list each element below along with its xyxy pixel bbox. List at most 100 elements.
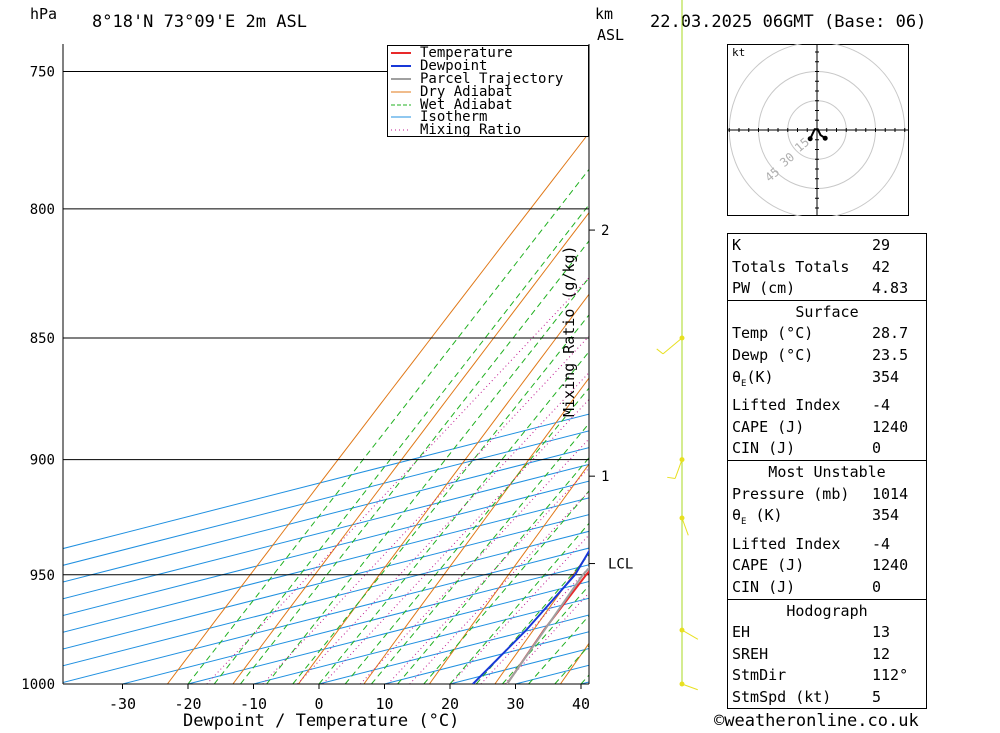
- most-unstable-box: Most Unstable Pressure (mb) 1014 θE (K) 35…: [727, 459, 927, 600]
- k-label: K: [732, 236, 742, 254]
- legend-label: Wet Adiabat: [420, 96, 513, 113]
- eh-value: 13: [872, 623, 891, 642]
- datetime-title: 22.03.2025 06GMT (Base: 06): [650, 12, 927, 32]
- legend-swatch: [391, 116, 411, 118]
- legend-swatch: [391, 65, 411, 68]
- legend-label: Dewpoint: [420, 58, 488, 75]
- x-axis-title: Dewpoint / Temperature (°C): [183, 711, 460, 731]
- wind-barb: [662, 337, 683, 355]
- sreh-label: SREH: [732, 644, 769, 663]
- surface-li-label: Lifted Index: [732, 396, 841, 415]
- wet-adiabat-line: [187, 168, 589, 684]
- surface-temp-label: Temp (°C): [732, 324, 814, 343]
- dry-adiabat-line: [363, 377, 589, 684]
- km-unit-label: km: [595, 5, 614, 23]
- legend-item: Parcel Trajectory: [390, 70, 588, 87]
- temp-tick-label: 20: [441, 695, 459, 713]
- legend-swatch: [391, 77, 411, 80]
- most-unstable-title: Most Unstable: [768, 462, 886, 481]
- temp-tick-label: 30: [506, 695, 524, 713]
- wet-adiabat-line: [213, 203, 589, 684]
- legend-swatch: [391, 129, 411, 131]
- mu-cape-value: 1240: [872, 556, 909, 575]
- surface-box: Surface Temp (°C) 28.7 Dewp (°C) 23.5 θE(K…: [727, 299, 927, 461]
- surface-cin-value: 0: [872, 439, 882, 458]
- legend-item: Isotherm: [390, 110, 588, 124]
- isotherm-line: [63, 463, 589, 600]
- surface-title: Surface: [795, 302, 859, 321]
- temp-tick-label: -30: [109, 695, 136, 713]
- wind-barb: [681, 683, 698, 691]
- stmspd-value: 5: [872, 687, 882, 706]
- hodograph-stats-box: Hodograph EH 13 SREH 12 StmDir 112° StmSpd …: [727, 598, 927, 710]
- wind-barb-flag: [656, 348, 664, 355]
- isotherm-line: [63, 514, 589, 650]
- hodograph-trace: [809, 128, 826, 140]
- mu-pressure-label: Pressure (mb): [732, 484, 850, 503]
- surface-dewp-value: 23.5: [872, 345, 909, 364]
- legend-swatch: [391, 104, 411, 106]
- temp-tick-label: -20: [174, 695, 201, 713]
- legend-swatch: [391, 91, 411, 93]
- pw-label: PW (cm): [732, 279, 796, 298]
- mu-li-label: Lifted Index: [732, 534, 841, 553]
- pressure-tick-label: 1000: [21, 677, 55, 693]
- surface-theta-value: 354: [872, 367, 900, 386]
- mu-cin-value: 0: [872, 577, 882, 596]
- surface-cin-label: CIN (J): [732, 439, 796, 458]
- temp-tick-label: 40: [572, 695, 590, 713]
- surface-dewp-label: Dewp (°C): [732, 345, 814, 364]
- stmdir-value: 112°: [872, 666, 909, 685]
- legend-item: Temperature: [390, 45, 588, 62]
- legend-item: Dry Adiabat: [390, 83, 588, 100]
- pressure-tick-label: 950: [30, 568, 55, 584]
- wind-barb: [681, 629, 699, 640]
- pressure-tick-label: 800: [30, 202, 55, 218]
- eh-label: EH: [732, 623, 751, 642]
- chart-legend: Temperature Dewpoint Parcel Trajectory Dry …: [387, 45, 589, 137]
- surface-cape-label: CAPE (J): [732, 417, 805, 436]
- sreh-value: 12: [872, 644, 891, 663]
- mu-pressure-value: 1014: [872, 484, 909, 503]
- temp-tick-label: -10: [240, 695, 267, 713]
- wet-adiabat-line: [318, 350, 589, 684]
- credit-link[interactable]: ©weatheronline.co.uk: [714, 711, 919, 731]
- pw-value: 4.83: [872, 279, 909, 298]
- legend-item: Mixing Ratio: [390, 122, 588, 139]
- mu-cin-label: CIN (J): [732, 577, 796, 596]
- mu-li-value: -4: [872, 534, 891, 553]
- wind-barb-flag: [667, 476, 676, 479]
- hodograph-unit: kt: [732, 46, 746, 59]
- totals-totals-value: 42: [872, 257, 891, 276]
- mixing-ratio-axis-title: Mixing Ratio (g/kg): [560, 245, 578, 417]
- pressure-tick-label: 750: [30, 64, 55, 80]
- temp-tick-label: 0: [314, 695, 323, 713]
- stmdir-label: StmDir: [732, 666, 787, 685]
- legend-label: Temperature: [420, 45, 513, 62]
- mu-theta-value: 354: [872, 506, 900, 525]
- hodograph-stats-title: Hodograph: [786, 601, 868, 620]
- pressure-tick-label: 850: [30, 331, 55, 347]
- asl-unit-label: ASL: [597, 26, 625, 44]
- location-title: 8°18'N 73°09'E 2m ASL: [92, 12, 307, 32]
- legend-label: Mixing Ratio: [420, 122, 522, 139]
- legend-label: Parcel Trajectory: [420, 70, 564, 87]
- surface-li-value: -4: [872, 396, 891, 415]
- mu-cape-label: CAPE (J): [732, 556, 805, 575]
- km-tick-label: 2: [601, 223, 609, 239]
- legend-item: Dewpoint: [390, 58, 588, 75]
- isotherm-line: [63, 447, 589, 583]
- km-tick-label: 1: [601, 469, 609, 485]
- wind-barb: [674, 459, 683, 479]
- totals-totals-label: Totals Totals: [732, 257, 850, 276]
- dry-adiabat-line: [953, 0, 1000, 684]
- legend-swatch: [391, 52, 411, 55]
- stmspd-label: StmSpd (kt): [732, 687, 832, 706]
- legend-label: Dry Adiabat: [420, 83, 513, 100]
- isotherm-line: [122, 564, 589, 684]
- temp-tick-label: 10: [375, 695, 393, 713]
- hodograph-point: [807, 136, 813, 142]
- isotherm-line: [63, 547, 589, 683]
- isotherm-line: [63, 480, 589, 617]
